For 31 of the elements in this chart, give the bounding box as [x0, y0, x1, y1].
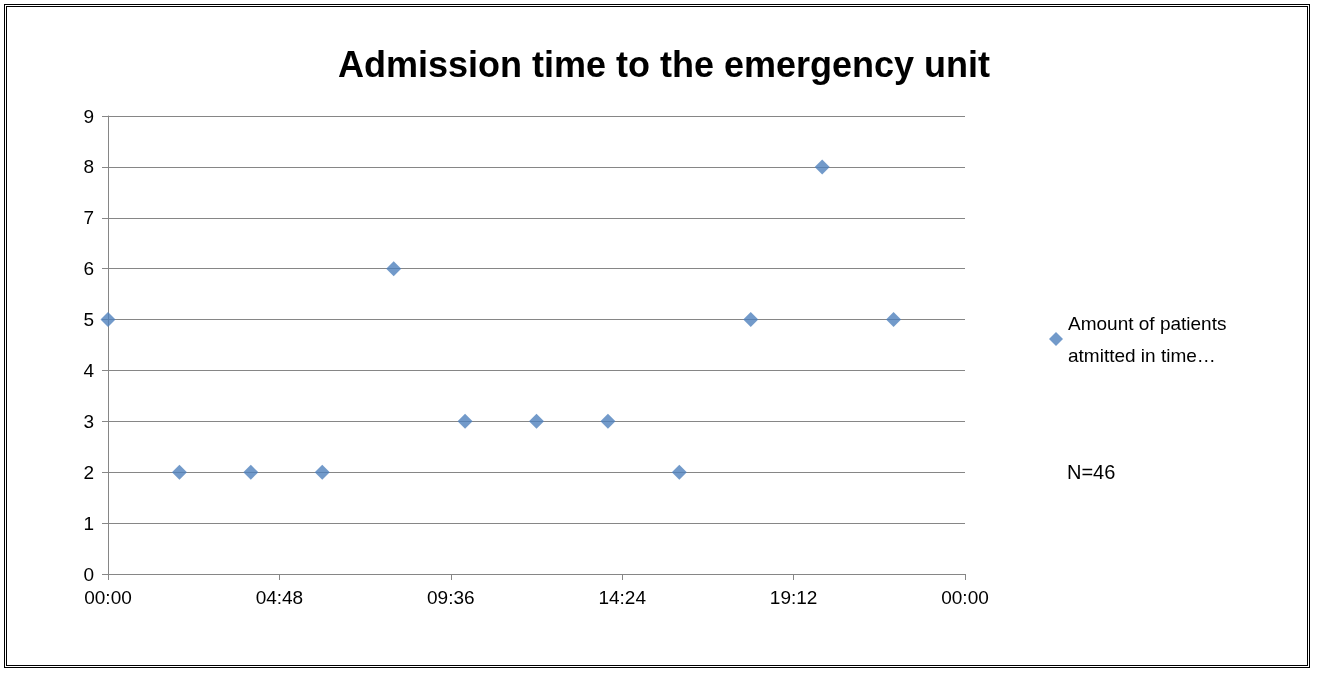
- point: [886, 312, 902, 328]
- text: N=46: [1067, 461, 1116, 483]
- y-tick-label: 4: [83, 359, 95, 381]
- legend-label: Amount of patients atmitted in time…: [1068, 312, 1232, 366]
- point: [529, 413, 544, 429]
- y-tick-label: 5: [83, 309, 94, 331]
- point: [243, 464, 259, 480]
- x-tick-label: 09:36: [427, 587, 475, 608]
- x-tick-label: 00:00: [84, 587, 132, 608]
- x-tick-label: 00:00: [941, 587, 989, 608]
- point: [314, 464, 330, 480]
- chart-title: Admission time to the emergency unit: [337, 43, 991, 85]
- x-tick-label: 14:24: [598, 587, 647, 608]
- y-tick-label: 0: [83, 563, 94, 585]
- x-tick-label: 04:48: [255, 587, 304, 608]
- point: [814, 159, 830, 175]
- point: [743, 312, 759, 328]
- y-tick-label: 3: [83, 410, 94, 432]
- point: [671, 464, 687, 480]
- point: [171, 464, 187, 480]
- y-tick-label: 7: [83, 207, 94, 229]
- y-tick-label: 6: [83, 258, 94, 280]
- point: [457, 413, 473, 429]
- point: [100, 312, 116, 328]
- x-tick-label: 19:12: [769, 587, 818, 608]
- y-tick-label: 8: [83, 156, 94, 178]
- point: [386, 261, 402, 277]
- point: [600, 413, 616, 429]
- y-tick-label: 1: [83, 512, 94, 534]
- y-tick-label: 2: [83, 461, 94, 483]
- y-tick-label: 9: [83, 105, 94, 127]
